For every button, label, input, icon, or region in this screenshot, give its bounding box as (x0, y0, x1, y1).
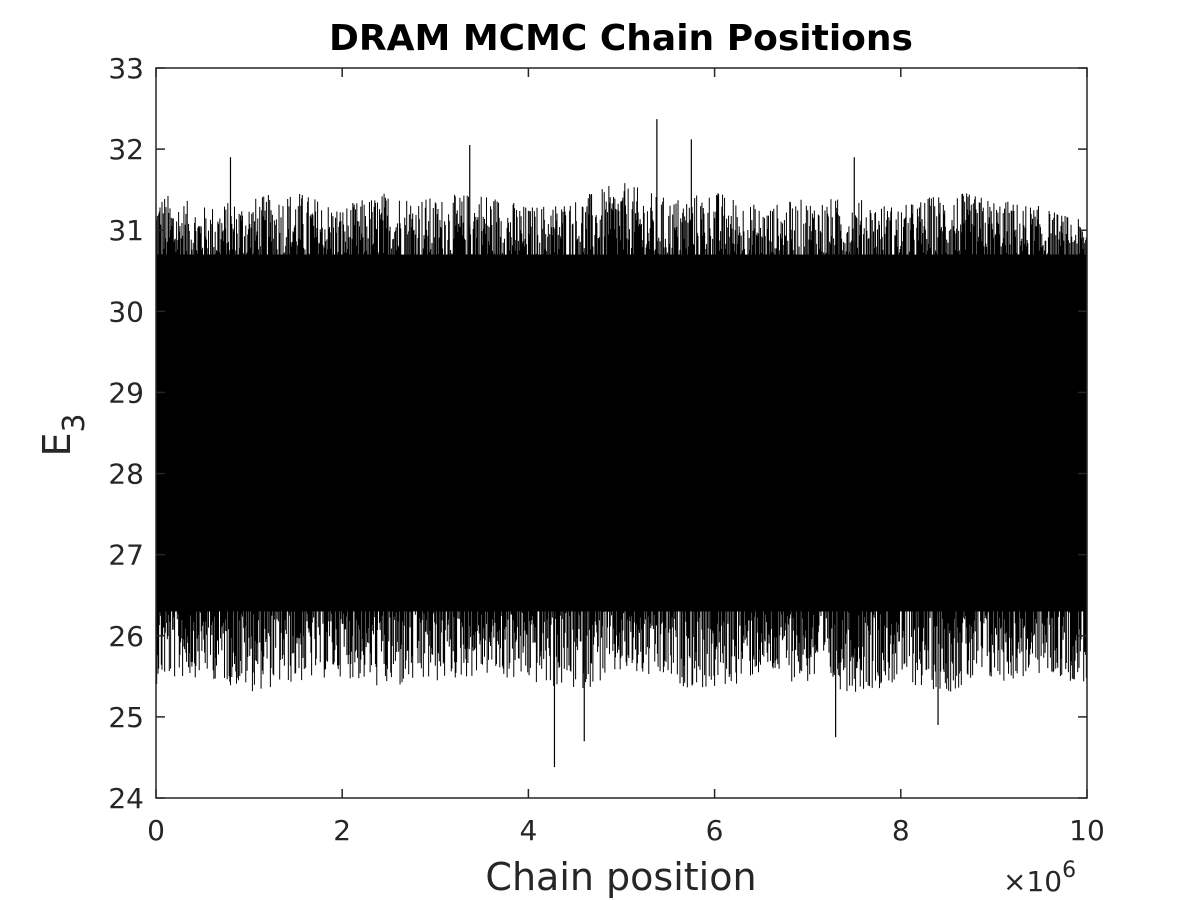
x-tick-label: 8 (892, 814, 910, 847)
y-tick-label: 31 (108, 214, 144, 247)
y-tick-label: 33 (108, 52, 144, 85)
x-axis-multiplier: ×106 (1003, 858, 1076, 898)
x-axis: 0 2 4 6 8 10 (147, 68, 1105, 847)
chart-title: DRAM MCMC Chain Positions (329, 18, 913, 59)
y-axis-label: E3 (35, 413, 92, 456)
y-tick-label: 29 (108, 376, 144, 409)
y-tick-label: 26 (108, 620, 144, 653)
x-axis-multiplier-exponent: 6 (1062, 858, 1076, 883)
x-tick-label: 0 (147, 814, 165, 847)
x-tick-label: 2 (333, 814, 351, 847)
y-tick-label: 24 (108, 782, 144, 815)
axes-box (155, 67, 1088, 799)
y-tick-label: 32 (108, 133, 144, 166)
x-tick-label: 4 (519, 814, 537, 847)
y-tick-label: 30 (108, 295, 144, 328)
y-tick-label: 27 (108, 539, 144, 572)
x-axis-multiplier-base: ×10 (1003, 865, 1062, 898)
x-tick-label: 6 (706, 814, 724, 847)
x-axis-label: Chain position (485, 855, 756, 899)
y-axis: 24 25 26 27 28 29 30 31 32 33 (108, 52, 1087, 815)
y-axis-label-subscript: 3 (57, 413, 92, 432)
series-line-group (156, 119, 1087, 768)
y-tick-label: 25 (108, 701, 144, 734)
x-tick-label: 10 (1069, 814, 1105, 847)
y-axis-label-main: E (35, 433, 79, 457)
y-tick-label: 28 (108, 458, 144, 491)
plot-area (156, 119, 1087, 768)
series-line (156, 183, 1087, 692)
